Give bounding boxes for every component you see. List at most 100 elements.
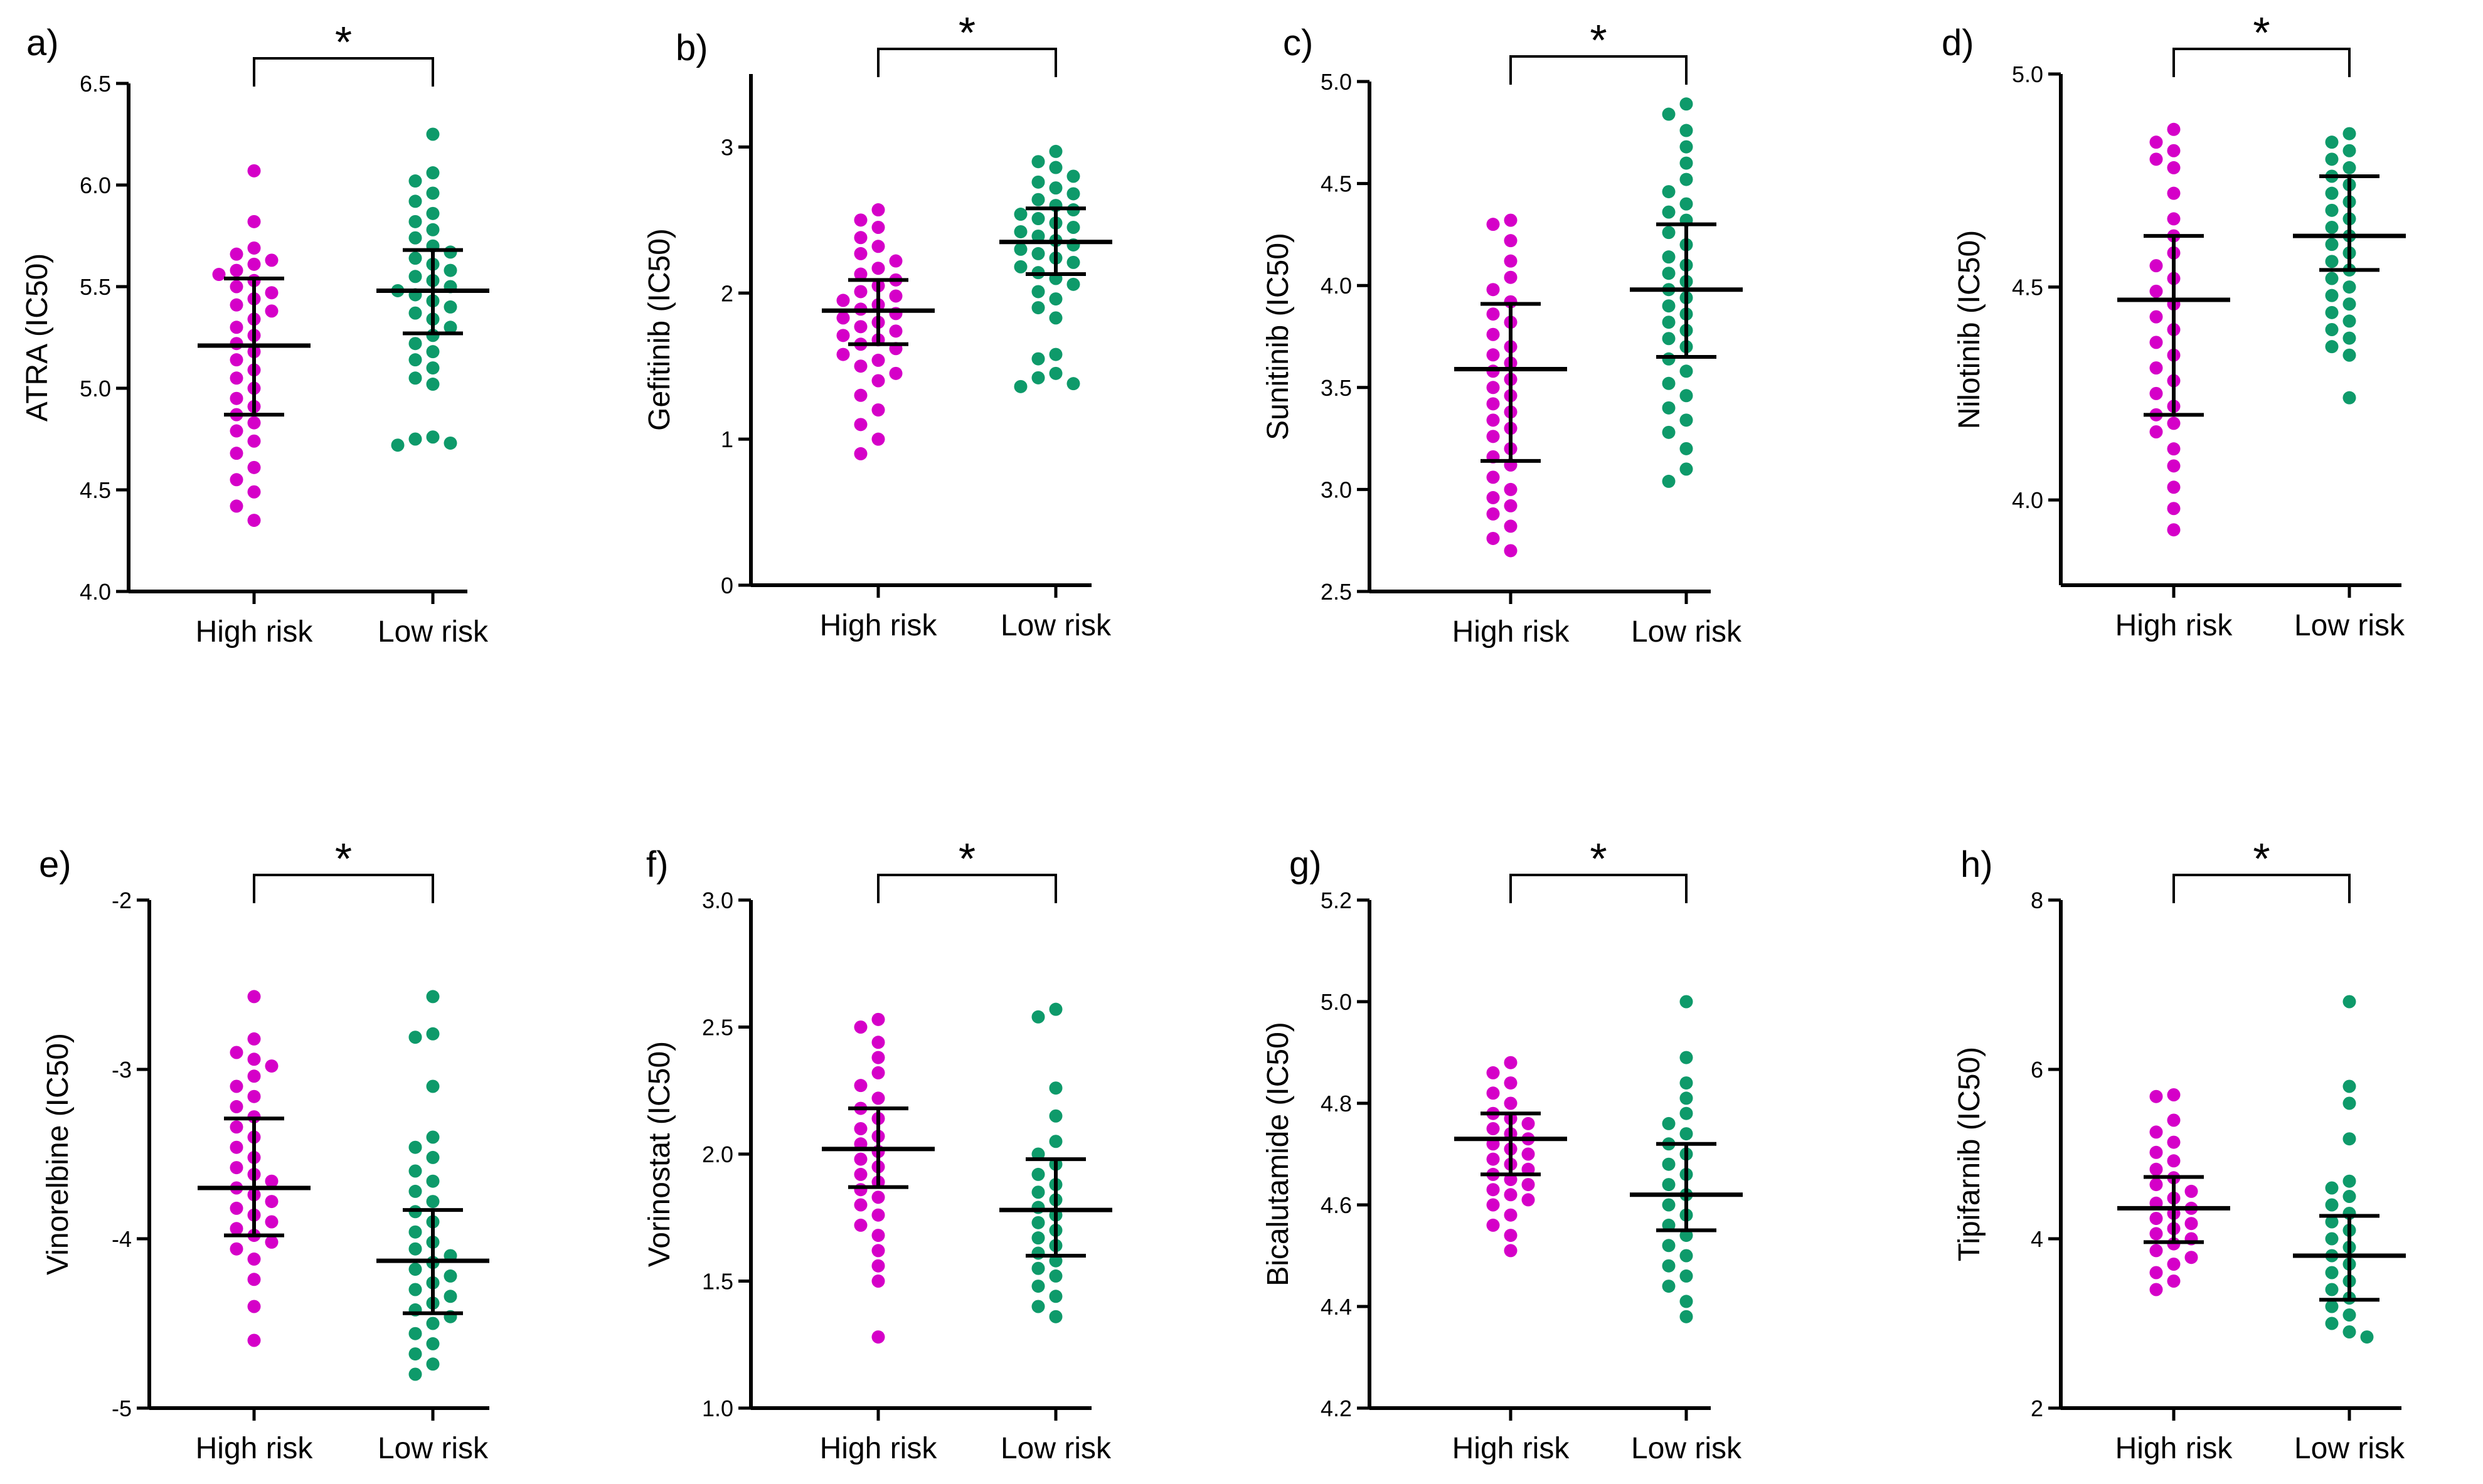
data-point: [1486, 1122, 1500, 1135]
data-point: [871, 1036, 885, 1049]
data-point: [426, 378, 440, 391]
data-point: [2149, 152, 2163, 166]
data-point: [2184, 1184, 2198, 1198]
data-point: [426, 430, 440, 444]
data-point: [2149, 1212, 2163, 1226]
data-point: [247, 416, 261, 430]
data-point: [889, 289, 903, 303]
data-point: [1049, 311, 1063, 325]
data-point: [1679, 995, 1693, 1009]
data-point: [426, 361, 440, 375]
data-point: [2149, 386, 2163, 400]
data-point: [871, 353, 885, 367]
data-point: [230, 391, 243, 405]
data-point: [1679, 172, 1693, 186]
data-point: [426, 1079, 440, 1093]
data-point: [854, 1167, 868, 1181]
data-point: [2184, 1251, 2198, 1264]
data-point: [2342, 1308, 2356, 1322]
data-point: [426, 1337, 440, 1350]
data-point: [2167, 1154, 2181, 1168]
data-point: [408, 270, 422, 284]
data-point: [1049, 1081, 1063, 1095]
data-point: [247, 514, 261, 527]
y-tick-label: 2.5: [702, 1015, 733, 1041]
data-point: [2149, 135, 2163, 149]
data-point: [1486, 381, 1500, 395]
y-axis-title: Vinorelbine (IC50): [41, 1033, 75, 1275]
y-tick-label: -2: [112, 888, 132, 913]
category-label: High risk: [2115, 1432, 2233, 1465]
data-point: [1679, 124, 1693, 137]
data-point: [426, 1027, 440, 1041]
data-point: [265, 304, 279, 318]
data-point: [1662, 376, 1676, 390]
category-label: Low risk: [2294, 609, 2405, 642]
significance-label: *: [335, 834, 352, 883]
y-tick-label: 2: [2031, 1396, 2043, 1421]
data-point: [1031, 1167, 1045, 1181]
data-point: [426, 206, 440, 220]
y-tick-label: 3.0: [1321, 477, 1352, 502]
data-point: [854, 1122, 868, 1135]
data-point: [230, 473, 243, 487]
significance-bracket: [1509, 55, 1688, 85]
data-point: [1486, 307, 1500, 321]
y-tick-label: 6.0: [80, 172, 111, 198]
data-point: [408, 1242, 422, 1256]
data-point: [230, 1120, 243, 1134]
data-point: [1049, 1290, 1063, 1303]
category-label: Low risk: [1631, 615, 1742, 649]
data-point: [1031, 285, 1045, 299]
data-point: [1014, 242, 1028, 256]
data-point: [2149, 1089, 2163, 1103]
y-tick-label: 4.5: [80, 477, 111, 503]
data-point: [2149, 1125, 2163, 1139]
data-point: [2342, 127, 2356, 140]
data-point: [871, 1190, 885, 1204]
data-point: [1504, 544, 1518, 558]
data-point: [1504, 1056, 1518, 1069]
data-point: [2342, 314, 2356, 328]
data-point: [1679, 1106, 1693, 1120]
data-point: [1504, 1096, 1518, 1110]
data-point: [1662, 1157, 1676, 1171]
data-point: [2342, 1079, 2356, 1093]
data-point: [1031, 1185, 1045, 1199]
data-point: [1486, 1218, 1500, 1232]
data-point: [426, 1174, 440, 1188]
panel-label: f): [646, 844, 668, 885]
data-point: [2325, 1266, 2339, 1280]
data-point: [871, 403, 885, 417]
data-point: [2149, 1283, 2163, 1296]
data-point: [1486, 1183, 1500, 1197]
y-tick-label: 5.5: [80, 274, 111, 300]
y-axis-title: Gefitinib (IC50): [643, 228, 676, 431]
data-point: [247, 1069, 261, 1083]
data-point: [1066, 277, 1080, 291]
data-point: [2149, 284, 2163, 298]
data-point: [1662, 267, 1676, 280]
data-point: [854, 267, 868, 281]
data-point: [1049, 1269, 1063, 1283]
y-tick-label: 5.0: [1321, 989, 1352, 1015]
data-point: [1504, 1244, 1518, 1258]
data-point: [408, 306, 422, 320]
data-point: [426, 990, 440, 1004]
y-tick-label: 4.2: [1321, 1396, 1352, 1421]
data-point: [871, 1244, 885, 1258]
data-point: [1662, 352, 1676, 366]
data-point: [247, 990, 261, 1004]
data-point: [408, 1347, 422, 1361]
significance-bracket: [1509, 874, 1688, 903]
category-label: Low risk: [1631, 1432, 1742, 1465]
data-point: [1486, 470, 1500, 484]
data-point: [1049, 292, 1063, 306]
data-point: [2167, 502, 2181, 516]
data-point: [1031, 1280, 1045, 1293]
data-point: [854, 418, 868, 432]
data-point: [1521, 1193, 1535, 1207]
data-point: [1662, 425, 1676, 439]
data-point: [265, 286, 279, 300]
data-point: [426, 1195, 440, 1209]
